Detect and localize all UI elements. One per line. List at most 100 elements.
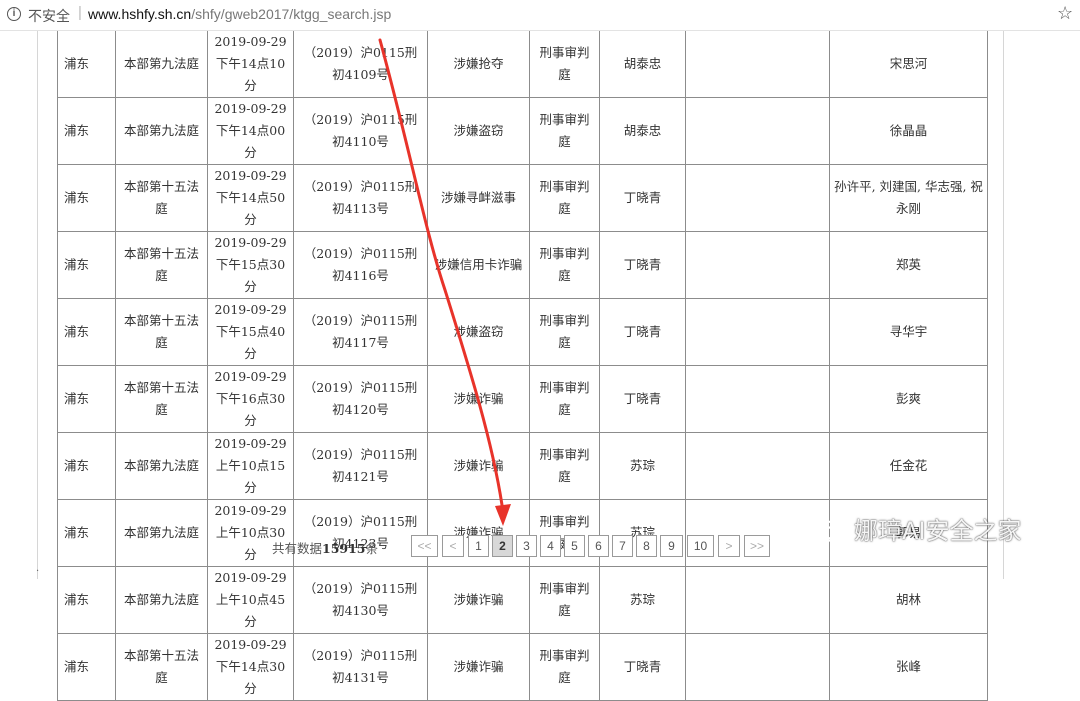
- page-4-button[interactable]: 4: [540, 535, 561, 557]
- case-number-cell: （2019）沪0115刑初4120号: [293, 365, 428, 433]
- judge-cell: 丁晓青: [599, 231, 686, 299]
- table-row: 浦东 本部第九法庭 2019-09-29下午14点00分 （2019）沪0115刑初4…: [57, 97, 988, 165]
- case-number-cell: （2019）沪0115刑初4130号: [293, 566, 428, 634]
- party-cell: 任金花: [829, 432, 988, 500]
- wechat-logo-icon: [812, 519, 846, 545]
- court-type-cell: 刑事审判庭: [529, 31, 600, 98]
- case-number-cell: （2019）沪0115刑初4121号: [293, 432, 428, 500]
- time-cell: 2019-09-29下午14点30分: [207, 633, 294, 701]
- page-left-mark: ·: [36, 566, 40, 577]
- address-bar[interactable]: i 不安全 | www.hshfy.sh.cn/shfy/gweb2017/kt…: [0, 0, 1080, 31]
- first-page-button[interactable]: <<: [411, 535, 438, 557]
- court-cell: 本部第九法庭: [115, 432, 208, 500]
- security-label[interactable]: 不安全: [28, 8, 70, 24]
- url-path: /shfy/gweb2017/ktgg_search.jsp: [191, 6, 392, 22]
- judge-cell: 胡泰忠: [599, 31, 686, 98]
- court-type-cell: 刑事审判庭: [529, 365, 600, 433]
- area-cell: 浦东: [57, 231, 116, 299]
- area-cell: 浦东: [57, 499, 116, 567]
- time-cell: 2019-09-29上午10点45分: [207, 566, 294, 634]
- area-cell: 浦东: [57, 298, 116, 366]
- court-type-cell: 刑事审判庭: [529, 97, 600, 165]
- time-cell: 2019-09-29下午16点30分: [207, 365, 294, 433]
- time-cell: 2019-09-29下午14点50分: [207, 164, 294, 232]
- next-page-button[interactable]: >: [718, 535, 740, 557]
- total-prefix: 共有数据: [272, 541, 323, 556]
- area-cell: 浦东: [57, 566, 116, 634]
- area-cell: 浦东: [57, 633, 116, 701]
- page-8-button[interactable]: 8: [636, 535, 657, 557]
- case-number-cell: （2019）沪0115刑初4109号: [293, 31, 428, 98]
- url-text[interactable]: www.hshfy.sh.cn/shfy/gweb2017/ktgg_searc…: [88, 6, 391, 22]
- blank-cell: [685, 633, 830, 701]
- area-cell: 浦东: [57, 365, 116, 433]
- last-page-button[interactable]: >>: [744, 535, 770, 557]
- page-5-button[interactable]: 5: [564, 535, 585, 557]
- court-type-cell: 刑事审判庭: [529, 633, 600, 701]
- judge-cell: 苏琮: [599, 566, 686, 634]
- blank-cell: [685, 231, 830, 299]
- court-cell: 本部第十五法庭: [115, 298, 208, 366]
- page-left-border: [37, 31, 38, 579]
- time-cell: 2019-09-29下午14点00分: [207, 97, 294, 165]
- address-separator: |: [78, 4, 82, 21]
- party-cell: 郑英: [829, 231, 988, 299]
- cause-cell: 涉嫌诈骗: [427, 432, 530, 500]
- court-cell: 本部第十五法庭: [115, 633, 208, 701]
- page-9-button[interactable]: 9: [660, 535, 683, 557]
- time-cell: 2019-09-29上午10点15分: [207, 432, 294, 500]
- total-count: 15915: [322, 541, 366, 556]
- table-row: 浦东 本部第十五法庭 2019-09-29下午15点30分 （2019）沪0115刑初…: [57, 231, 988, 299]
- area-cell: 浦东: [57, 164, 116, 232]
- court-cell: 本部第九法庭: [115, 499, 208, 567]
- case-number-cell: （2019）沪0115刑初4116号: [293, 231, 428, 299]
- cause-cell: 涉嫌信用卡诈骗: [427, 231, 530, 299]
- area-cell: 浦东: [57, 432, 116, 500]
- case-number-cell: （2019）沪0115刑初4123号: [293, 499, 428, 567]
- table-row: 浦东 本部第十五法庭 2019-09-29下午14点30分 （2019）沪0115刑初…: [57, 633, 988, 701]
- table-row: 浦东 本部第十五法庭 2019-09-29下午15点40分 （2019）沪0115刑初…: [57, 298, 988, 366]
- cause-cell: 涉嫌诈骗: [427, 566, 530, 634]
- blank-cell: [685, 164, 830, 232]
- bookmark-star-icon[interactable]: ☆: [1057, 3, 1074, 23]
- page-6-button[interactable]: 6: [588, 535, 609, 557]
- total-suffix: 条: [365, 541, 379, 556]
- blank-cell: [685, 298, 830, 366]
- court-cell: 本部第十五法庭: [115, 231, 208, 299]
- court-type-cell: 刑事审判庭: [529, 164, 600, 232]
- cause-cell: 涉嫌诈骗: [427, 365, 530, 433]
- party-cell: 孙许平, 刘建国, 华志强, 祝永刚: [829, 164, 988, 232]
- court-cell: 本部第九法庭: [115, 31, 208, 98]
- judge-cell: 丁晓青: [599, 365, 686, 433]
- cause-cell: 涉嫌抢夺: [427, 31, 530, 98]
- judge-cell: 丁晓青: [599, 164, 686, 232]
- case-number-cell: （2019）沪0115刑初4117号: [293, 298, 428, 366]
- time-cell: 2019-09-29下午15点30分: [207, 231, 294, 299]
- page-1-button[interactable]: 1: [468, 535, 489, 557]
- party-cell: 徐晶晶: [829, 97, 988, 165]
- info-icon[interactable]: i: [7, 7, 21, 21]
- judge-cell: 胡泰忠: [599, 97, 686, 165]
- page-2-button[interactable]: 2: [492, 535, 513, 557]
- table-row: 浦东 本部第九法庭 2019-09-29上午10点15分 （2019）沪0115刑初4…: [57, 432, 988, 500]
- page-right-border: [1003, 31, 1004, 579]
- page-7-button[interactable]: 7: [612, 535, 633, 557]
- page-3-button[interactable]: 3: [516, 535, 537, 557]
- blank-cell: [685, 31, 830, 98]
- blank-cell: [685, 566, 830, 634]
- blank-cell: [685, 97, 830, 165]
- table-row: 浦东 本部第十五法庭 2019-09-29下午14点50分 （2019）沪0115刑初…: [57, 164, 988, 232]
- court-cell: 本部第九法庭: [115, 97, 208, 165]
- table-row: 浦东 本部第十五法庭 2019-09-29下午16点30分 （2019）沪0115刑初…: [57, 365, 988, 433]
- party-cell: 宋思河: [829, 31, 988, 98]
- prev-page-button[interactable]: <: [442, 535, 464, 557]
- court-cell: 本部第十五法庭: [115, 365, 208, 433]
- party-cell: 寻华宇: [829, 298, 988, 366]
- hearing-table: 浦东 本部第九法庭 2019-09-29下午14点10分 （2019）沪0115刑初4…: [57, 31, 988, 701]
- area-cell: 浦东: [57, 31, 116, 98]
- court-cell: 本部第十五法庭: [115, 164, 208, 232]
- court-cell: 本部第九法庭: [115, 566, 208, 634]
- cause-cell: 涉嫌寻衅滋事: [427, 164, 530, 232]
- area-cell: 浦东: [57, 97, 116, 165]
- page-10-button[interactable]: 10: [687, 535, 714, 557]
